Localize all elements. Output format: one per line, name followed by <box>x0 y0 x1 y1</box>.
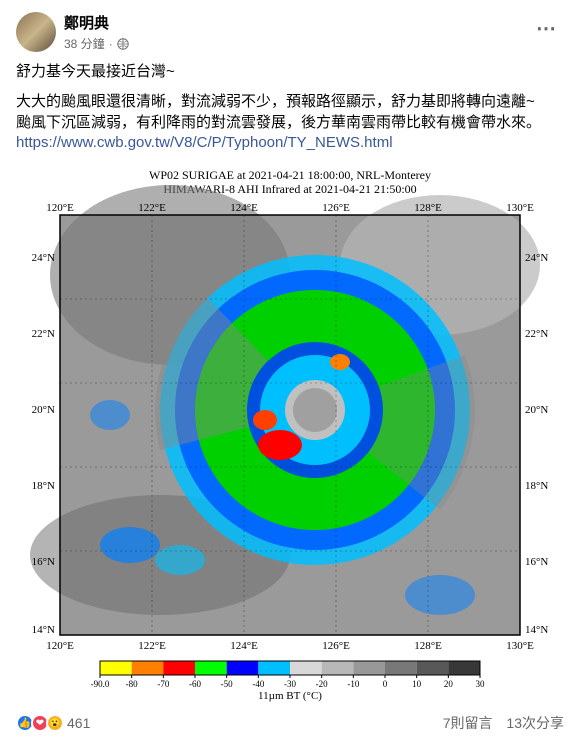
svg-text:20°N: 20°N <box>525 404 548 416</box>
svg-text:130°E: 130°E <box>506 640 534 652</box>
svg-text:-60: -60 <box>189 679 201 689</box>
svg-text:-50: -50 <box>221 679 233 689</box>
svg-text:14°N: 14°N <box>32 624 55 636</box>
svg-text:22°N: 22°N <box>525 328 548 340</box>
svg-text:0: 0 <box>383 679 388 689</box>
svg-text:11µm BT (°C): 11µm BT (°C) <box>258 690 322 702</box>
svg-text:14°N: 14°N <box>525 624 548 636</box>
svg-text:-10: -10 <box>347 679 359 689</box>
author-name[interactable]: 鄭明典 <box>64 12 528 33</box>
svg-text:20°N: 20°N <box>32 404 55 416</box>
svg-text:126°E: 126°E <box>322 640 350 652</box>
svg-text:22°N: 22°N <box>32 328 55 340</box>
post-time[interactable]: 38 分鐘 <box>64 35 105 52</box>
svg-text:18°N: 18°N <box>525 480 548 492</box>
post-link[interactable]: https://www.cwb.gov.tw/V8/C/P/Typhoon/TY… <box>16 134 393 151</box>
dot-separator: · <box>109 37 113 51</box>
more-icon[interactable]: ⋯ <box>528 12 564 45</box>
reaction-count: 461 <box>67 715 90 731</box>
svg-text:10: 10 <box>412 679 422 689</box>
svg-text:-70: -70 <box>157 679 169 689</box>
sat-title-1: WP02 SURIGAE at 2021-04-21 18:00:00, NRL… <box>149 168 431 182</box>
svg-text:30: 30 <box>476 679 486 689</box>
svg-text:24°N: 24°N <box>525 252 548 264</box>
avatar[interactable] <box>16 12 56 52</box>
globe-icon <box>117 38 129 50</box>
svg-text:-80: -80 <box>126 679 138 689</box>
svg-text:16°N: 16°N <box>32 556 55 568</box>
svg-text:-30: -30 <box>284 679 296 689</box>
comments-link[interactable]: 7則留言 <box>443 715 493 731</box>
post-text-3: 颱風下沉區減弱，有利降雨的對流雲發展，後方華南雲雨帶比較有機會帶水來。 <box>16 113 564 133</box>
svg-text:-20: -20 <box>316 679 328 689</box>
svg-text:124°E: 124°E <box>230 640 258 652</box>
svg-text:124°E: 124°E <box>230 202 258 214</box>
svg-text:126°E: 126°E <box>322 202 350 214</box>
svg-text:120°E: 120°E <box>46 202 74 214</box>
svg-text:24°N: 24°N <box>32 252 55 264</box>
wow-icon: 😮 <box>46 714 64 732</box>
svg-text:130°E: 130°E <box>506 202 534 214</box>
post-text-1: 舒力基今天最接近台灣~ <box>16 62 564 82</box>
svg-text:128°E: 128°E <box>414 202 442 214</box>
svg-text:122°E: 122°E <box>138 640 166 652</box>
shares-link[interactable]: 13次分享 <box>506 715 564 731</box>
reactions[interactable]: 👍 ❤ 😮 461 <box>16 714 90 732</box>
satellite-image[interactable]: WP02 SURIGAE at 2021-04-21 18:00:00, NRL… <box>0 163 580 703</box>
post-text-2: 大大的颱風眼還很清晰，對流減弱不少，預報路徑顯示，舒力基即將轉向遠離~ <box>16 92 564 112</box>
svg-text:-90.0: -90.0 <box>91 679 110 689</box>
svg-text:18°N: 18°N <box>32 480 55 492</box>
svg-text:20: 20 <box>444 679 454 689</box>
svg-text:120°E: 120°E <box>46 640 74 652</box>
svg-text:-40: -40 <box>252 679 264 689</box>
svg-text:128°E: 128°E <box>414 640 442 652</box>
svg-text:122°E: 122°E <box>138 202 166 214</box>
svg-text:16°N: 16°N <box>525 556 548 568</box>
